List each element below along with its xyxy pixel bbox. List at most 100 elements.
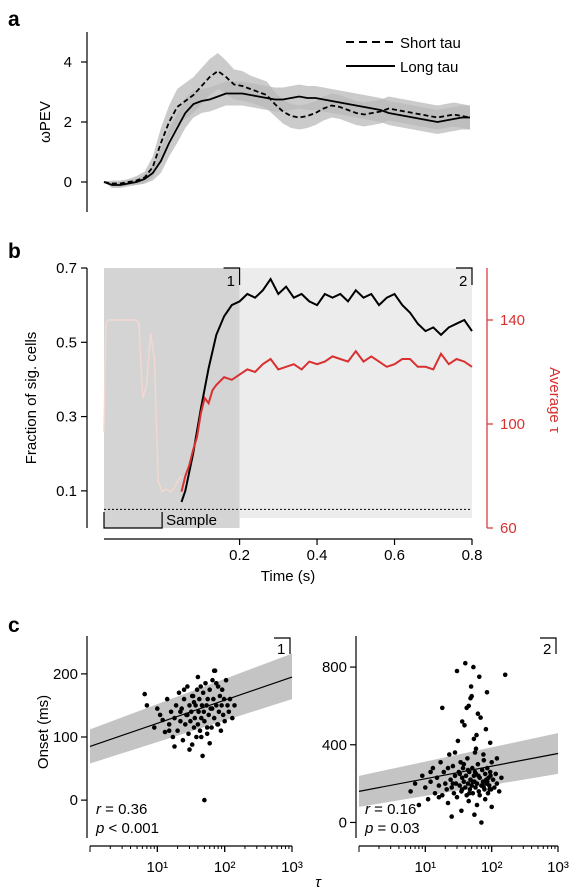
tau-line — [180, 349, 473, 492]
stats-p-value: = 0.03 — [373, 820, 419, 837]
scatter-point — [214, 703, 219, 708]
scatter-point — [459, 787, 465, 792]
scatter-point — [207, 687, 212, 692]
panel-a-ytick-label: 0 — [64, 174, 72, 191]
scatter-point — [225, 703, 230, 708]
scatter-point — [202, 718, 207, 724]
stats-p: p = 0.03 — [364, 820, 420, 837]
panel-b-ytick-right-label: 100 — [500, 416, 525, 433]
scatter-point — [155, 706, 160, 711]
scatter-point — [475, 761, 481, 767]
scatter-point — [186, 731, 191, 737]
scatter-point — [472, 769, 478, 775]
panel-b-xtick-label: 0.6 — [384, 547, 405, 564]
scatter-point — [451, 791, 457, 796]
scatter-point — [467, 791, 472, 796]
scatter-point — [199, 734, 204, 740]
scatter-point — [481, 752, 486, 757]
scatter-point — [473, 746, 479, 751]
scatter-point — [485, 779, 490, 784]
scatter-ytick-label: 400 — [322, 737, 347, 754]
scatter-point — [459, 808, 464, 814]
scatter-point — [198, 684, 203, 689]
scatter-xtick-label: 10² — [481, 859, 503, 876]
scatter-point — [157, 712, 163, 718]
scatter-point — [412, 781, 418, 786]
scatter-point — [457, 783, 463, 788]
panel-b-ytick-label: 0.1 — [56, 483, 77, 500]
scatter-point — [477, 674, 482, 680]
scatter-point — [215, 722, 221, 727]
scatter-point — [487, 783, 492, 788]
scatter-ytick-label: 200 — [53, 666, 78, 683]
scatter-point — [218, 728, 224, 733]
stats-r-value: = 0.16 — [370, 801, 416, 818]
scatter-point — [444, 787, 450, 792]
panel-c-ylabel: Onset (ms) — [35, 695, 52, 769]
scatter-point — [479, 820, 484, 825]
panel-b-xlabel: Time (s) — [261, 568, 315, 585]
scatter-point — [482, 771, 488, 777]
scatter-point — [209, 706, 215, 711]
scatter-point — [232, 703, 237, 708]
scatter-xtick-label: 10² — [214, 859, 236, 876]
scatter-point — [216, 709, 222, 715]
scatter-point — [230, 715, 235, 721]
scatter-point — [423, 785, 428, 790]
scatter-point — [166, 728, 172, 733]
scatter-point — [474, 802, 480, 808]
scatter-point — [211, 668, 217, 673]
panel-b-label: b — [8, 240, 21, 263]
scatter-point — [176, 690, 182, 696]
panel-a-ytick-label: 4 — [64, 54, 72, 71]
scatter-point — [502, 672, 508, 678]
scatter-point — [202, 797, 207, 803]
scatter-point — [219, 703, 224, 708]
scatter-point — [474, 732, 479, 738]
scatter-point — [472, 750, 478, 755]
scatter-point — [189, 742, 195, 747]
scatter-point — [183, 722, 188, 727]
scatter-point — [483, 726, 489, 732]
stats-r-symbol: r — [96, 801, 102, 818]
scatter-point — [438, 760, 443, 765]
scatter-point — [191, 725, 197, 730]
scatter-xtick-label: 10³ — [547, 859, 569, 876]
scatter-point — [468, 684, 474, 689]
scatter-point — [428, 779, 433, 784]
panel-b-xtick-label: 0.4 — [307, 547, 328, 564]
scatter-point — [200, 690, 206, 696]
window-2-bracket — [456, 267, 473, 285]
scatter-point — [205, 696, 210, 702]
scatter-point — [428, 769, 433, 775]
scatter-point — [200, 753, 205, 759]
scatter-point — [440, 793, 445, 798]
scatter-point — [474, 781, 480, 786]
window-2-label: 2 — [459, 273, 467, 290]
panel-a-label: a — [8, 8, 20, 31]
scatter-point — [487, 769, 493, 775]
scatter-point — [191, 700, 197, 705]
scatter-point — [461, 779, 467, 784]
panel-b-ytick-label: 0.7 — [56, 260, 77, 277]
scatter-point — [472, 812, 477, 817]
scatter-point — [481, 758, 487, 763]
scatter-point — [449, 814, 455, 819]
panel-a-ylabel: ωPEV — [37, 101, 54, 143]
window-1-shade — [104, 268, 240, 528]
scatter-point — [144, 703, 150, 708]
scatter-point — [173, 703, 179, 708]
stats-p-symbol: p — [364, 820, 373, 837]
scatter-point — [220, 712, 226, 718]
scatter-point — [172, 744, 177, 749]
scatter-point — [478, 715, 483, 720]
scatter-xtick-label: 10¹ — [414, 859, 436, 876]
scatter-window-label: 1 — [277, 641, 285, 658]
scatter-point — [223, 677, 229, 683]
scatter-point — [187, 703, 192, 708]
scatter-point — [459, 719, 465, 724]
scatter-point — [164, 696, 170, 702]
scatter-point — [430, 765, 436, 771]
stats-r: r = 0.36 — [96, 801, 147, 818]
